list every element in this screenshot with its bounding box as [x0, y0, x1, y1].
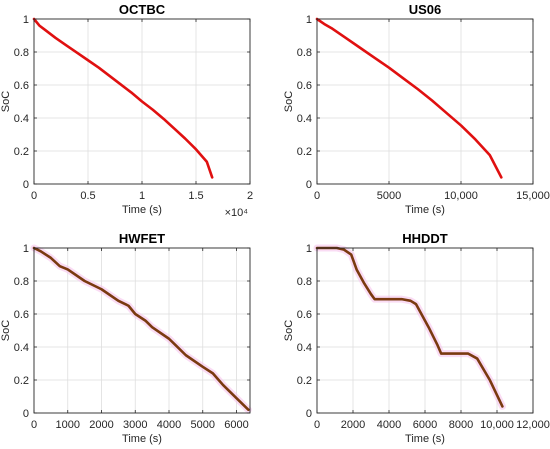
- y-tick-label: 0.4: [14, 342, 29, 354]
- series-line-1: [32, 17, 214, 179]
- x-axis-label: Time (s): [122, 204, 162, 216]
- x-tick-label: 6000: [413, 419, 437, 431]
- y-axis-label: SoC: [0, 320, 12, 341]
- y-tick-label: 0.6: [297, 309, 312, 321]
- y-axis-label: SoC: [283, 91, 295, 112]
- x-tick-label: 6000: [224, 419, 248, 431]
- y-tick-label: 1: [306, 14, 312, 26]
- chart-title: HHDDT: [402, 231, 448, 246]
- axes-box: [33, 247, 251, 414]
- y-tick-label: 1: [306, 243, 312, 255]
- y-axis-label: SoC: [283, 320, 295, 341]
- x-tick-label: 0: [31, 419, 37, 431]
- y-tick-label: 0.6: [14, 309, 29, 321]
- plot-area: [317, 19, 533, 184]
- y-tick-label: 0.6: [14, 80, 29, 92]
- x-tick-label: 4000: [377, 419, 401, 431]
- series-line-1: [315, 17, 503, 179]
- x-tick-label: 5000: [377, 190, 401, 202]
- chart-title: OCTBC: [119, 2, 166, 17]
- y-axis-label: SoC: [0, 91, 12, 112]
- y-tick-label: 0.8: [14, 47, 29, 59]
- x-tick-label: 0: [314, 190, 320, 202]
- y-tick-label: 1: [23, 14, 29, 26]
- y-tick-label: 0: [306, 179, 312, 191]
- x-axis-label: Time (s): [405, 433, 445, 445]
- chart-title: HWFET: [119, 231, 165, 246]
- x-tick-label: 0: [314, 419, 320, 431]
- x-tick-label: 1.5: [188, 190, 203, 202]
- x-exponent-label: ×10⁴: [225, 207, 249, 219]
- x-tick-label: 3000: [123, 419, 147, 431]
- chart-panel-1: 0 0.5 1 1.5 2 0 0.2 0.4 0.6 0.8 1 ×10⁴ OCTBC Time (s)…: [0, 2, 253, 219]
- y-tick-label: 0.8: [297, 47, 312, 59]
- y-tick-label: 0.2: [14, 146, 29, 158]
- x-axis-label: Time (s): [405, 204, 445, 216]
- x-tick-label: 1000: [56, 419, 80, 431]
- y-tick-label: 1: [23, 243, 29, 255]
- chart-panel-3: 0 1000 2000 3000 4000 5000 6000 0 0.2 0.4 0.6 0.8 1 H…: [0, 231, 252, 445]
- x-tick-label: 5000: [191, 419, 215, 431]
- x-tick-label: 2000: [341, 419, 365, 431]
- y-tick-label: 0.4: [297, 113, 312, 125]
- x-tick-label: 0: [31, 190, 37, 202]
- x-tick-label: 1: [139, 190, 145, 202]
- x-tick-label: 2000: [89, 419, 113, 431]
- y-tick-label: 0: [306, 408, 312, 420]
- axes-box: [316, 18, 534, 185]
- x-tick-label: 0.5: [80, 190, 95, 202]
- y-tick-label: 0.8: [14, 276, 29, 288]
- y-tick-label: 0: [23, 179, 29, 191]
- y-tick-label: 0.2: [297, 146, 312, 158]
- chart-title: US06: [409, 2, 442, 17]
- y-tick-label: 0.2: [14, 375, 29, 387]
- chart-panel-2: 0 5000 10,000 15,000 0 0.2 0.4 0.6 0.8 1 US06 Time …: [283, 2, 550, 216]
- x-tick-label: 4000: [157, 419, 181, 431]
- y-tick-label: 0: [23, 408, 29, 420]
- chart-panel-4: 0 2000 4000 6000 8000 10,000 12,000 0 0.2 0.4 0.6 0…: [283, 231, 550, 445]
- x-tick-label: 8000: [449, 419, 473, 431]
- y-tick-label: 0.4: [297, 342, 312, 354]
- x-tick-label: 15,000: [516, 190, 550, 202]
- series-line-1: [32, 246, 250, 412]
- y-tick-label: 0.2: [297, 375, 312, 387]
- x-tick-label: 10,000: [444, 190, 478, 202]
- y-tick-label: 0.4: [14, 113, 29, 125]
- x-tick-label: 12,000: [516, 419, 550, 431]
- x-tick-label: 10,000: [480, 419, 514, 431]
- series-line-1: [315, 246, 504, 408]
- y-tick-label: 0.8: [297, 276, 312, 288]
- y-tick-label: 0.6: [297, 80, 312, 92]
- x-axis-label: Time (s): [122, 433, 162, 445]
- plot-area: [34, 248, 250, 413]
- x-tick-label: 2: [247, 190, 253, 202]
